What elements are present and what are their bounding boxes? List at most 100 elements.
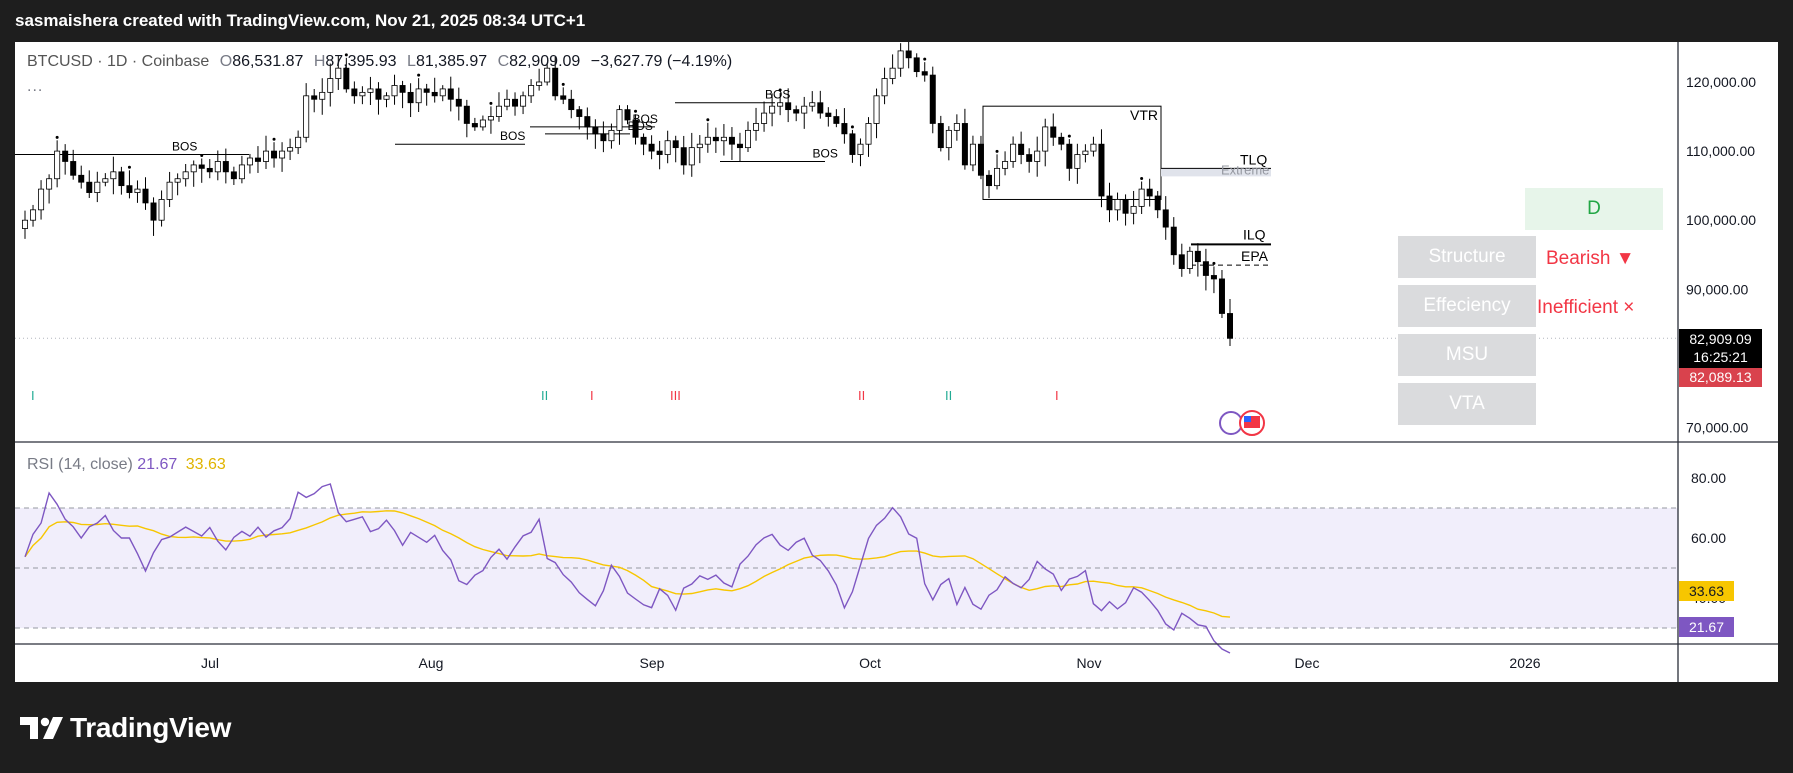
- price-tick-label: 110,000.00: [1686, 143, 1755, 159]
- signal-tick: I: [31, 388, 35, 403]
- candle-up: [479, 119, 486, 128]
- tradingview-footer[interactable]: TradingView: [18, 712, 231, 744]
- rsi-tick-label: 60.00: [1691, 530, 1726, 546]
- candle-down: [1170, 226, 1177, 256]
- candle-up: [1082, 150, 1089, 155]
- attribution-bar: sasmaishera created with TradingView.com…: [0, 0, 1793, 42]
- candle-up: [30, 209, 37, 221]
- candle-down: [118, 171, 125, 187]
- swing-dot: [489, 101, 493, 105]
- legend-more-button[interactable]: ...: [27, 78, 44, 95]
- bos-label: BOS: [172, 140, 197, 154]
- candle-down: [1210, 275, 1217, 280]
- bar-countdown: 16:25:21: [1693, 349, 1748, 365]
- candle-down: [423, 88, 430, 93]
- swing-dot: [1212, 261, 1216, 265]
- candle-down: [1146, 188, 1153, 197]
- swing-dot: [1140, 177, 1144, 181]
- candle-down: [825, 112, 832, 117]
- candle-down: [624, 109, 631, 121]
- candle-down: [222, 161, 229, 173]
- candle-down: [1098, 143, 1105, 197]
- signal-tick: III: [670, 388, 681, 403]
- symbol-label[interactable]: BTCUSD · 1D · Coinbase: [27, 53, 210, 70]
- open-label: O: [219, 53, 233, 70]
- candle-down: [1058, 136, 1065, 145]
- chart-frame[interactable]: BOS BOS BOS BOS BOS BOS VTR TLQ Extreme ILQ EPA 12…: [15, 42, 1778, 682]
- candle-down: [455, 98, 462, 107]
- candle-up: [54, 150, 61, 180]
- low-label: L: [407, 53, 416, 70]
- candle-up: [367, 88, 374, 93]
- candle-down: [977, 143, 984, 176]
- candle-down: [62, 150, 69, 162]
- candle-up: [134, 188, 141, 193]
- swing-dot: [272, 137, 276, 141]
- candle-down: [254, 157, 261, 162]
- candle-up: [303, 95, 310, 138]
- swing-dot: [995, 149, 999, 153]
- close-label: C: [497, 53, 510, 70]
- swing-dot: [127, 165, 131, 169]
- candle-down: [672, 140, 679, 149]
- candle-up: [1042, 126, 1049, 152]
- candle-up: [528, 85, 535, 97]
- swing-dot: [561, 82, 565, 86]
- candle-down: [375, 88, 382, 100]
- brand-name: TradingView: [70, 712, 232, 743]
- swing-dot: [778, 88, 782, 92]
- candle-down: [78, 174, 85, 183]
- time-tick-label: Nov: [1077, 655, 1102, 671]
- candle-up: [696, 143, 703, 149]
- swing-dot: [706, 118, 710, 122]
- candle-down: [656, 150, 663, 155]
- candle-down: [640, 136, 647, 145]
- candle-up: [319, 91, 326, 100]
- candle-up: [495, 105, 502, 117]
- candle-up: [608, 129, 615, 142]
- candle-up: [994, 167, 1001, 187]
- candle-down: [1122, 199, 1129, 214]
- candle-down: [1026, 154, 1033, 162]
- candle-up: [857, 143, 864, 155]
- candle-down: [600, 133, 607, 142]
- candle-up: [102, 178, 109, 183]
- bos-label: BOS: [633, 112, 658, 126]
- candle-down: [841, 123, 848, 135]
- candle-up: [688, 147, 695, 166]
- high-value: 87,395.93: [325, 53, 397, 70]
- price-tick-label: 90,000.00: [1686, 281, 1748, 297]
- vta-label: VTA: [1398, 383, 1536, 425]
- candle-up: [487, 116, 494, 121]
- swing-dot: [923, 57, 927, 61]
- candle-up: [38, 188, 45, 211]
- candle-up: [503, 98, 510, 107]
- candle-down: [913, 57, 920, 73]
- price-tick-label: 70,000.00: [1686, 420, 1748, 436]
- vtr-label: VTR: [1130, 107, 1158, 123]
- rsi-title[interactable]: RSI (14, close): [27, 456, 133, 473]
- signal-tick: I: [1055, 388, 1059, 403]
- timeframe-cell: D: [1525, 188, 1663, 230]
- candle-up: [881, 78, 888, 97]
- candle-up: [753, 123, 760, 131]
- tradingview-logo-icon: [20, 717, 63, 739]
- open-value: 86,531.87: [232, 53, 304, 70]
- candle-up: [295, 136, 302, 149]
- candle-up: [246, 157, 253, 166]
- candle-down: [512, 98, 519, 107]
- candle-down: [921, 71, 928, 76]
- rsi-legend[interactable]: RSI (14, close) 21.67 33.63: [27, 456, 226, 474]
- rsi-ma-tag: 33.63: [1679, 581, 1734, 601]
- candle-down: [736, 143, 743, 149]
- last-price: 82,909.09: [1689, 331, 1752, 347]
- candle-up: [704, 136, 711, 145]
- candle-up: [94, 181, 101, 193]
- candle-up: [174, 178, 181, 183]
- time-tick-label: 2026: [1509, 655, 1540, 671]
- signal-tick: I: [590, 388, 594, 403]
- symbol-legend[interactable]: BTCUSD · 1D · Coinbase O86,531.87 H87,39…: [27, 53, 732, 71]
- candle-up: [865, 123, 872, 145]
- high-label: H: [313, 53, 326, 70]
